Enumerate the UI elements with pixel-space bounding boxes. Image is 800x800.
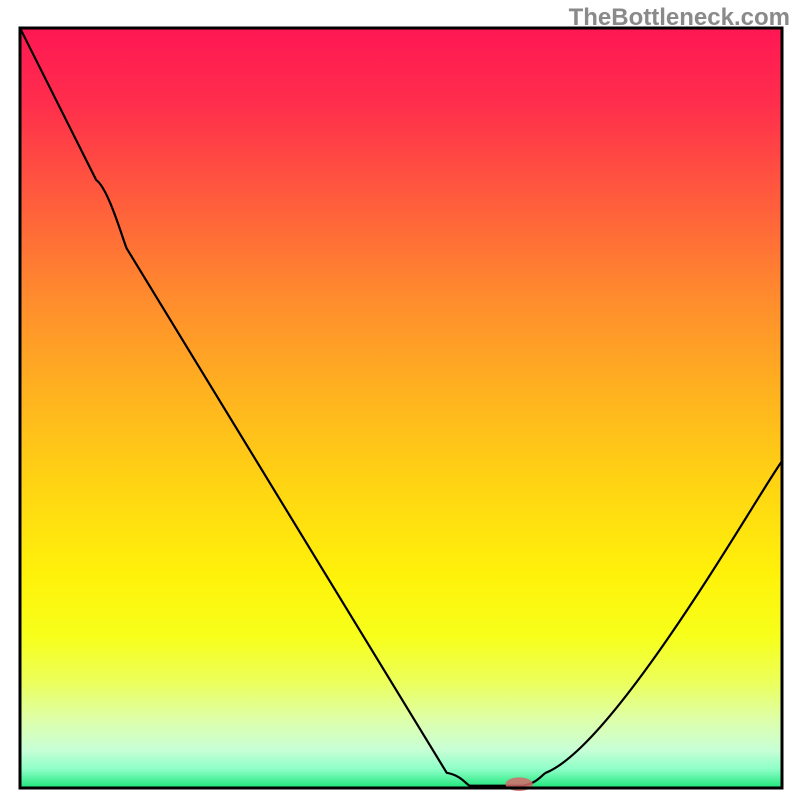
watermark-text: TheBottleneck.com	[569, 4, 790, 32]
chart-svg	[0, 0, 800, 800]
chart-container: TheBottleneck.com	[0, 0, 800, 800]
plot-background	[20, 28, 782, 788]
